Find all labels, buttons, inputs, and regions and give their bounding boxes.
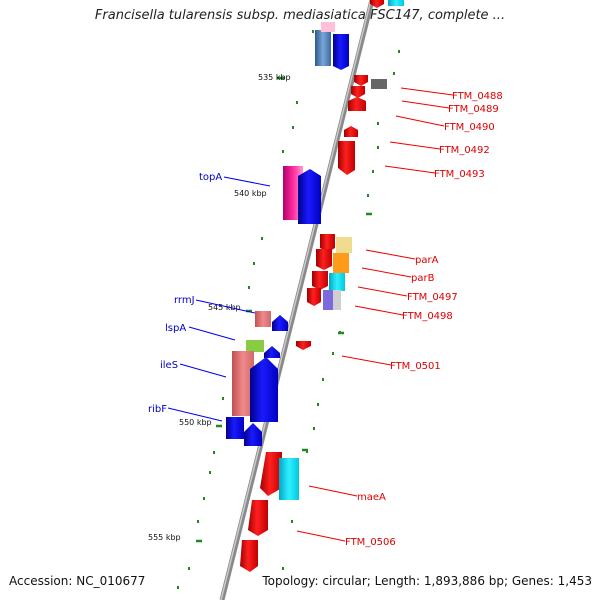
gene-block-gray-0488 — [371, 79, 387, 89]
gene-block-lspA-green — [246, 340, 264, 352]
gene-block-ileS-salmon — [232, 351, 254, 416]
genome-backbone — [219, 0, 375, 600]
kbp-label-555: 555 kbp — [148, 533, 181, 542]
gene-arrow-FTM_0490 — [348, 97, 366, 111]
gene-arrow-ileS — [250, 357, 278, 422]
forward-strand-genes — [226, 22, 349, 446]
gene-label-parB: parB — [411, 273, 435, 284]
gene-label-FTM_0501: FTM_0501 — [390, 361, 441, 372]
gene-block-pink-top — [321, 22, 335, 32]
gene-label-FTM_0497: FTM_0497 — [407, 292, 458, 303]
kbp-label-540: 540 kbp — [234, 189, 267, 198]
gene-arrow-FTM_0493 — [338, 141, 355, 175]
gene-arrow-parA — [320, 234, 335, 252]
kbp-label-535: 535 kbp — [258, 73, 291, 82]
right-scale-ticks — [282, 50, 400, 570]
gene-label-parA: parA — [415, 255, 439, 266]
topology-label: Topology: circular; Length: 1,893,886 bp… — [262, 574, 592, 588]
gene-label-ileS: ileS — [160, 360, 178, 371]
reverse-strand-genes — [240, 0, 404, 572]
gene-label-FTM_0490: FTM_0490 — [444, 122, 495, 133]
left-leader-lines — [167, 176, 271, 422]
gene-label-FTM_0492: FTM_0492 — [439, 145, 490, 156]
gene-arrow-rrmJ — [272, 315, 288, 331]
kbp-label-545: 545 kbp — [208, 303, 241, 312]
gene-arrow-topA — [298, 169, 321, 224]
kbp-label-550: 550 kbp — [179, 418, 212, 427]
gene-label-ribF: ribF — [148, 404, 167, 415]
gene-label-FTM_0489: FTM_0489 — [448, 104, 499, 115]
gene-arrow-FTM_0506-a — [248, 500, 268, 536]
gene-block-0498-violet — [323, 290, 333, 310]
gene-block-ribF — [226, 417, 244, 439]
gene-arrow-parB — [316, 249, 332, 270]
gene-arrow-FTM_0492 — [344, 126, 358, 137]
gene-block-parA-yellow — [336, 237, 352, 253]
gene-block-parB-orange — [333, 253, 349, 273]
gene-arrow-FTM_0497 — [312, 271, 328, 290]
gene-label-FTM_0506: FTM_0506 — [345, 537, 396, 548]
gene-arrow-FTM_0506-b — [240, 540, 258, 572]
gene-block-0498-gray — [333, 290, 341, 310]
gene-arrow-lspA — [264, 346, 280, 358]
gene-label-lspA: lspA — [165, 323, 186, 334]
left-scale-ticks — [177, 30, 314, 589]
gene-arrow-FTM_0501 — [296, 341, 311, 350]
kbp-major-ticks — [196, 76, 372, 543]
right-leader-lines — [296, 87, 454, 542]
gene-block-cyan-top — [388, 0, 404, 6]
gene-label-topA: topA — [199, 172, 222, 183]
gene-label-FTM_0493: FTM_0493 — [434, 169, 485, 180]
gene-label-FTM_0498: FTM_0498 — [402, 311, 453, 322]
gene-label-FTM_0488: FTM_0488 — [452, 91, 503, 102]
gene-arrow-maeA — [260, 452, 282, 496]
gene-arrow-blue-top — [333, 34, 349, 70]
map-title: Francisella tularensis subsp. mediasiati… — [94, 8, 506, 23]
gene-arrow-FTM_0488 — [354, 75, 368, 86]
accession-label: Accession: NC_010677 — [9, 574, 146, 588]
gene-arrow-FTM_0489 — [351, 86, 365, 98]
gene-arrow-FTM_0498 — [307, 288, 321, 306]
gene-block-0497-cyan — [329, 273, 345, 291]
gene-label-rrmJ: rrmJ — [174, 295, 195, 306]
gene-arrow-ribF — [244, 423, 262, 446]
gene-label-maeA: maeA — [357, 492, 386, 503]
gene-block-steel — [315, 30, 331, 66]
gene-block-rrmJ — [255, 311, 271, 327]
gene-arrow-red-top — [370, 0, 384, 8]
genome-backbone-highlight — [220, 0, 372, 600]
gene-block-maeA-cyan — [279, 458, 299, 500]
